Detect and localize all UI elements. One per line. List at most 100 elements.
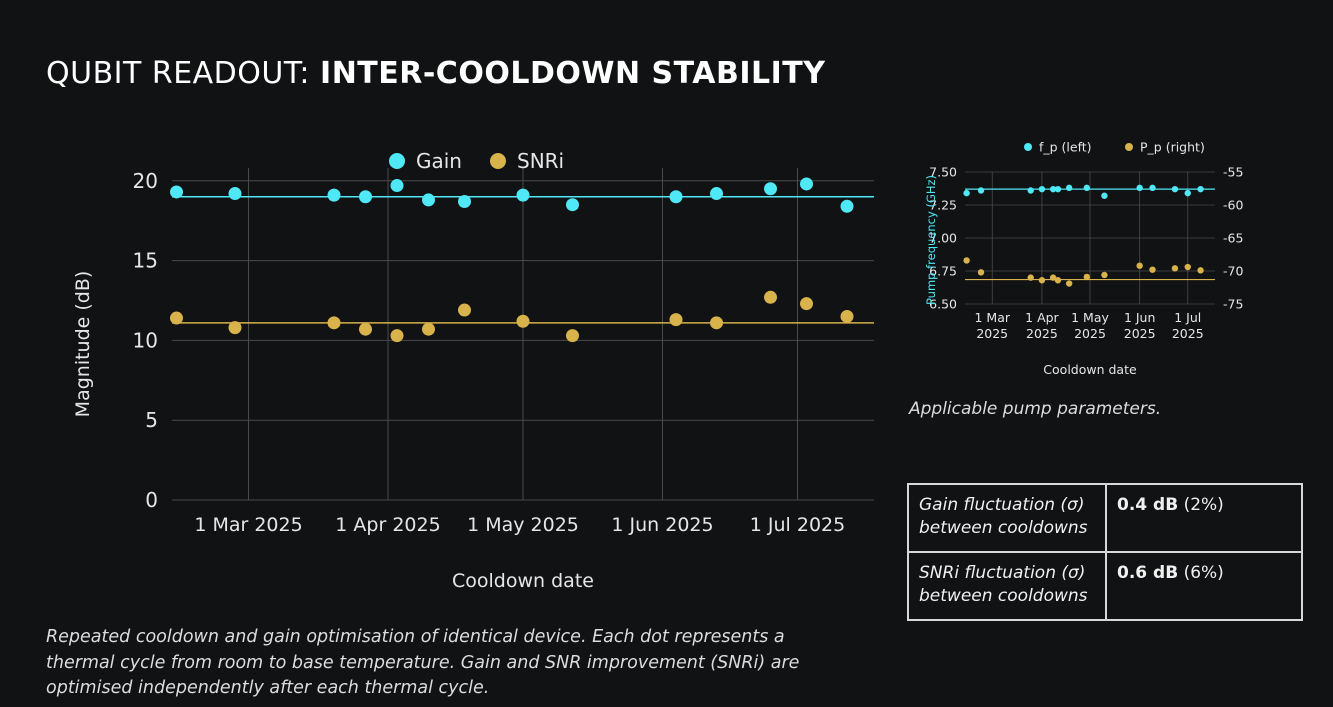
metric-line: Gain fluctuation (σ) [919, 495, 1085, 515]
data-point [566, 198, 579, 212]
data-point [390, 329, 404, 343]
pump-chart-caption: Applicable pump parameters. [909, 399, 1162, 419]
x-tick-label: 2025 [1124, 326, 1156, 341]
data-point [764, 290, 777, 304]
fluctuation-table: Gain fluctuation (σ) between cooldowns 0.… [907, 483, 1303, 621]
y-right-tick-label: -60 [1223, 198, 1243, 213]
data-point [1049, 185, 1057, 193]
data-point [422, 322, 435, 336]
pump-chart-axes: 6.50 6.75 7.00 7.25 7.50 -75 -70 -65 -60 -55 1 Mar… [924, 165, 1243, 378]
y-tick-label: 5 [145, 408, 158, 432]
data-point [840, 199, 854, 213]
snri-fluctuation-label: SNRi fluctuation (σ) between cooldowns [907, 551, 1107, 621]
snri-fluctuation-value: 0.6 dB (6%) [1105, 551, 1303, 621]
y-left-tick-label: 6.50 [929, 297, 957, 312]
data-point [327, 316, 341, 330]
y-right-tick-label: -55 [1223, 165, 1243, 180]
pump-chart-legend: f_p (left) P_p (right) [1024, 140, 1205, 155]
data-point [1184, 189, 1191, 197]
main-chart-axes: 0 5 10 15 20 1 Mar 2025 1 Apr 2025 1 May 2025 1 … [72, 169, 845, 592]
data-point [422, 193, 435, 207]
y-tick-label: 20 [133, 169, 158, 193]
data-point [669, 313, 683, 327]
data-point [1101, 271, 1108, 279]
y-tick-label: 15 [133, 249, 158, 273]
legend-label: SNRi [517, 149, 564, 173]
data-point [1065, 280, 1073, 287]
pump-chart-grid [965, 171, 1215, 305]
page-title: QUBIT READOUT: INTER-COOLDOWN STABILITY [46, 56, 825, 91]
y-left-axis-label: Pump frequency (GHz) [924, 175, 938, 305]
y-tick-label: 10 [133, 328, 158, 352]
data-point [963, 189, 970, 197]
data-point [566, 329, 579, 343]
data-point [1083, 184, 1090, 192]
figure-caption: Repeated cooldown and gain optimisation … [46, 627, 800, 698]
gain-fluctuation-label: Gain fluctuation (σ) between cooldowns [907, 483, 1107, 553]
legend-marker [1024, 143, 1032, 151]
table-row: SNRi fluctuation (σ) between cooldowns 0.… [907, 551, 1303, 621]
percent-text: (6%) [1183, 563, 1224, 583]
value-text: 0.6 dB [1117, 563, 1179, 583]
data-point [228, 187, 242, 201]
legend-marker [389, 153, 405, 169]
x-tick-label: 1 Jun [1124, 310, 1155, 325]
data-point [327, 188, 341, 202]
y-left-tick-label: 7.25 [929, 198, 957, 213]
data-point [1171, 265, 1179, 272]
main-chart-marks [170, 177, 874, 343]
data-point [800, 297, 813, 311]
pump-parameters-chart: 6.50 6.75 7.00 7.25 7.50 -75 -70 -65 -60 -55 1 Mar… [924, 140, 1243, 378]
y-left-tick-label: 6.75 [929, 264, 957, 279]
x-tick-label: 1 Apr [1025, 310, 1059, 325]
main-chart-grid [172, 168, 874, 501]
x-tick-label: 1 May [1071, 310, 1109, 325]
x-tick-label: 2025 [976, 326, 1008, 341]
y-left-tick-label: 7.00 [929, 231, 957, 246]
data-point [710, 187, 723, 201]
data-point [1038, 185, 1046, 193]
x-tick-label: 2025 [1026, 326, 1058, 341]
data-point [840, 309, 854, 323]
legend-label: f_p (left) [1039, 140, 1092, 155]
x-tick-label: 1 May 2025 [467, 514, 579, 536]
data-point [1136, 184, 1143, 192]
data-point [1184, 263, 1191, 271]
y-axis-label: Magnitude (dB) [72, 271, 94, 418]
x-tick-label: 2025 [1074, 326, 1106, 341]
x-tick-label: 2025 [1172, 326, 1204, 341]
data-point [1049, 274, 1057, 281]
data-point [1101, 192, 1108, 199]
pump-chart-marks [963, 184, 1215, 287]
data-point [1038, 277, 1046, 284]
data-point [1149, 184, 1156, 192]
data-point [516, 188, 530, 202]
data-point [170, 311, 183, 325]
x-tick-label: 1 Jul 2025 [750, 514, 845, 536]
x-tick-label: 1 Jun 2025 [611, 514, 713, 536]
x-tick-label: 1 Mar 2025 [194, 514, 302, 536]
data-point [710, 316, 723, 330]
metric-line: between cooldowns [919, 586, 1088, 606]
percent-text: (2%) [1183, 495, 1224, 515]
data-point [359, 190, 372, 204]
y-tick-label: 0 [145, 488, 158, 512]
x-tick-label: 1 Jul [1174, 310, 1201, 325]
data-point [977, 269, 985, 276]
title-emphasis: INTER-COOLDOWN STABILITY [320, 56, 826, 91]
legend-label: P_p (right) [1140, 140, 1205, 155]
metric-line: SNRi fluctuation (σ) [919, 563, 1086, 583]
data-point [764, 182, 777, 196]
x-tick-label: 1 Apr 2025 [335, 514, 440, 536]
data-point [228, 321, 242, 335]
legend-marker [1125, 143, 1133, 151]
y-right-tick-label: -70 [1223, 264, 1243, 279]
value-text: 0.4 dB [1117, 495, 1179, 515]
metric-line: between cooldowns [919, 518, 1088, 538]
y-right-tick-label: -75 [1223, 297, 1243, 312]
data-point [1083, 273, 1090, 281]
data-point [1027, 187, 1034, 194]
data-point [669, 190, 683, 204]
table-row: Gain fluctuation (σ) between cooldowns 0.… [907, 483, 1303, 553]
data-point [1197, 267, 1204, 274]
